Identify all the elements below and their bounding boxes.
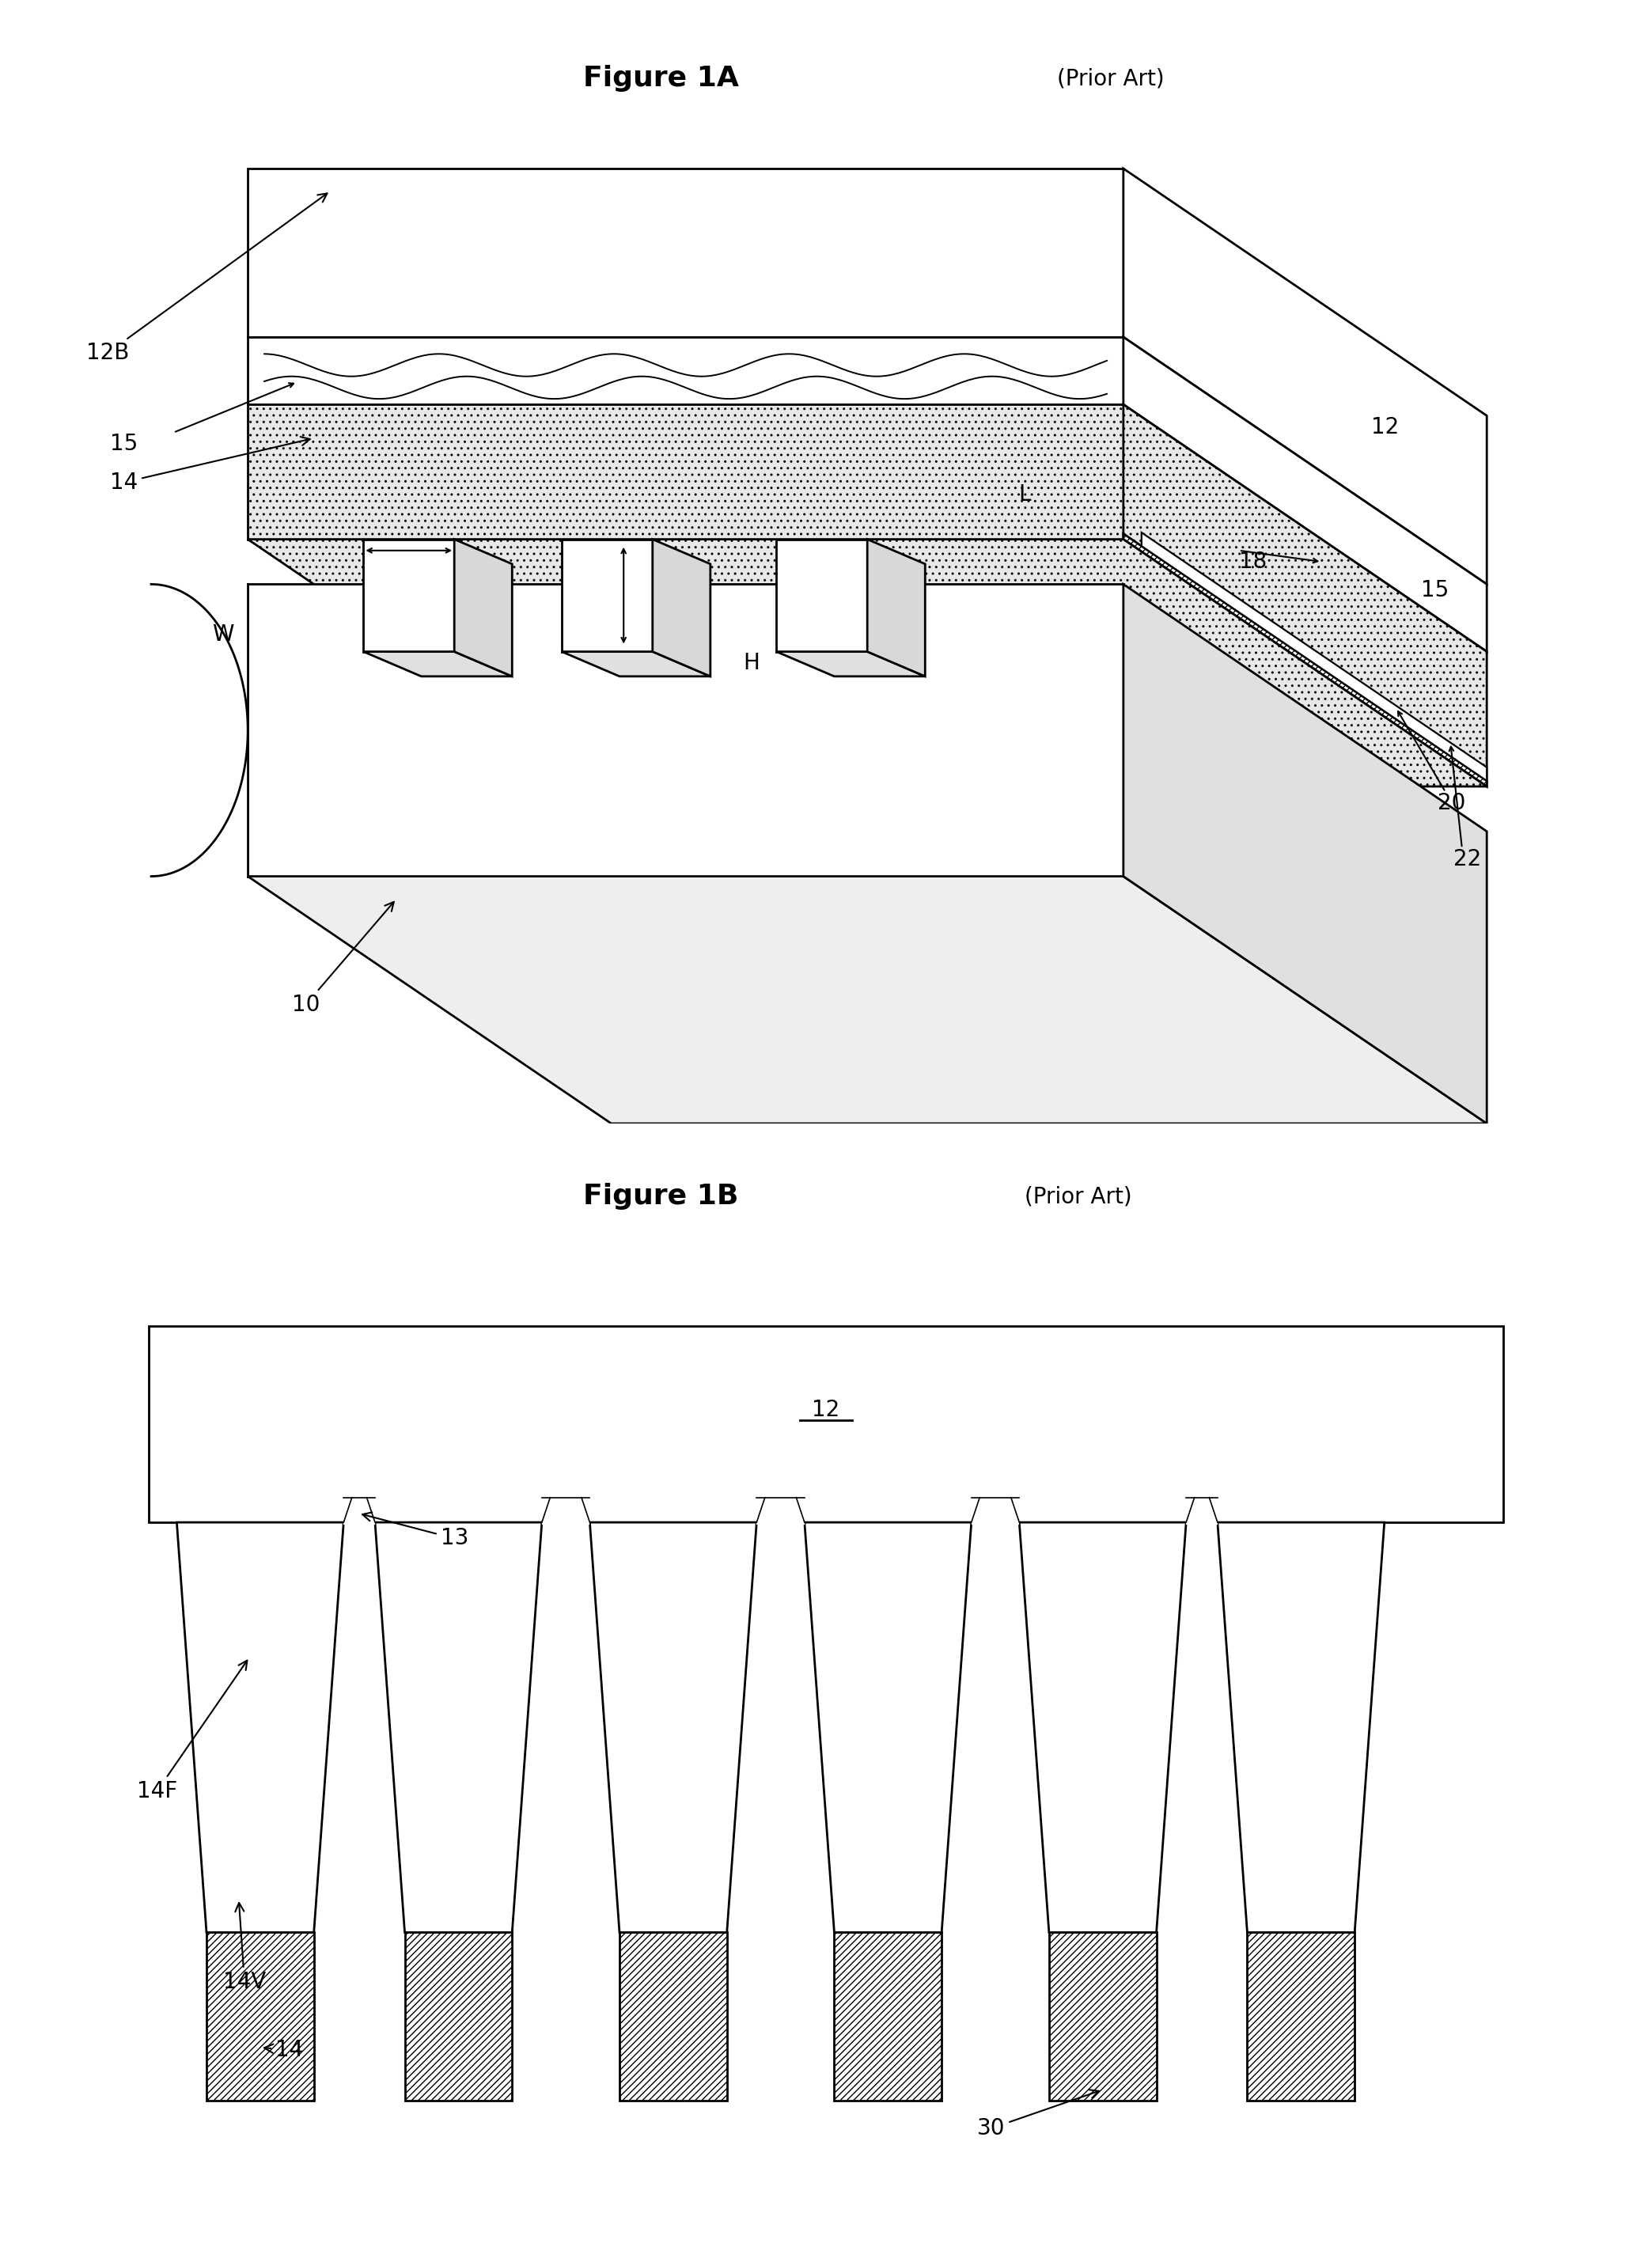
Polygon shape xyxy=(344,1488,375,1523)
Text: (Prior Art): (Prior Art) xyxy=(1024,1186,1132,1207)
Polygon shape xyxy=(620,1932,727,2101)
Text: 12B: 12B xyxy=(86,193,327,364)
Polygon shape xyxy=(1123,404,1487,786)
Polygon shape xyxy=(248,404,1123,539)
Polygon shape xyxy=(757,1488,805,1523)
Text: 20: 20 xyxy=(1437,793,1465,813)
Text: 13: 13 xyxy=(362,1512,468,1550)
Polygon shape xyxy=(454,539,512,676)
Polygon shape xyxy=(177,1523,344,1932)
Polygon shape xyxy=(248,337,1123,404)
Polygon shape xyxy=(248,876,1487,1124)
Text: 18: 18 xyxy=(1239,551,1267,573)
Polygon shape xyxy=(248,539,1487,786)
Polygon shape xyxy=(562,652,710,676)
Polygon shape xyxy=(1186,1488,1218,1523)
Text: Figure 1A: Figure 1A xyxy=(583,65,738,92)
Text: 12: 12 xyxy=(813,1400,839,1420)
Polygon shape xyxy=(834,1932,942,2101)
Text: 15: 15 xyxy=(111,434,137,454)
Polygon shape xyxy=(1123,584,1487,1124)
Text: (Prior Art): (Prior Art) xyxy=(1057,67,1165,90)
Text: 22: 22 xyxy=(1454,849,1482,870)
Polygon shape xyxy=(1123,337,1487,652)
Text: Figure 1B: Figure 1B xyxy=(583,1184,738,1209)
Text: L: L xyxy=(1018,483,1031,506)
Polygon shape xyxy=(248,169,1123,337)
Polygon shape xyxy=(1247,1932,1355,2101)
Polygon shape xyxy=(1049,1932,1156,2101)
Polygon shape xyxy=(248,584,1123,876)
Text: H: H xyxy=(743,652,760,674)
Polygon shape xyxy=(776,652,925,676)
Text: 30: 30 xyxy=(976,2090,1099,2139)
Polygon shape xyxy=(776,539,867,652)
Polygon shape xyxy=(971,1488,1019,1523)
Polygon shape xyxy=(149,1326,1503,1523)
Polygon shape xyxy=(562,539,653,652)
Polygon shape xyxy=(1123,533,1487,786)
Polygon shape xyxy=(653,539,710,676)
Text: W: W xyxy=(211,625,235,645)
Text: 14V: 14V xyxy=(223,1903,266,1993)
Polygon shape xyxy=(1218,1523,1384,1932)
Text: 14: 14 xyxy=(111,436,311,494)
Polygon shape xyxy=(375,1523,542,1932)
Polygon shape xyxy=(590,1523,757,1932)
Text: 12: 12 xyxy=(1371,416,1399,438)
Text: 14: 14 xyxy=(264,2038,302,2060)
Polygon shape xyxy=(805,1523,971,1932)
Polygon shape xyxy=(542,1488,590,1523)
Polygon shape xyxy=(1123,169,1487,584)
Polygon shape xyxy=(405,1932,512,2101)
Polygon shape xyxy=(867,539,925,676)
Text: 14F: 14F xyxy=(137,1661,248,1802)
Polygon shape xyxy=(363,652,512,676)
Text: 15: 15 xyxy=(1421,580,1449,600)
Text: 10: 10 xyxy=(292,901,393,1016)
Polygon shape xyxy=(1142,533,1487,780)
Polygon shape xyxy=(363,539,454,652)
Polygon shape xyxy=(206,1932,314,2101)
Polygon shape xyxy=(1019,1523,1186,1932)
